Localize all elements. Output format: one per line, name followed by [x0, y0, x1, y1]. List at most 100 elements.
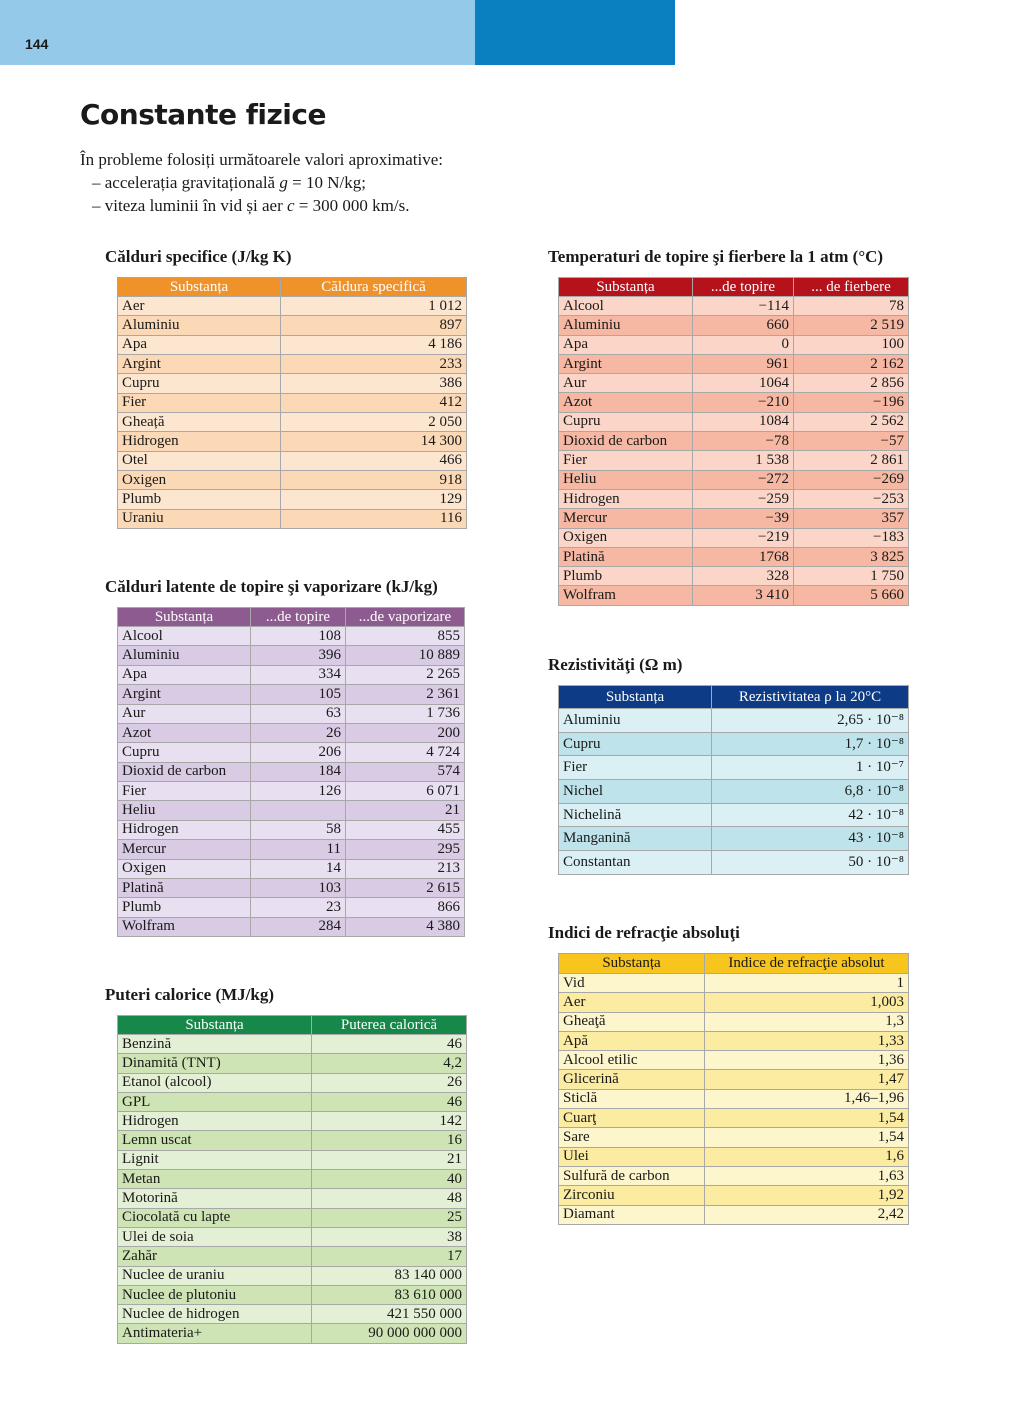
- value-cell: 1,6: [704, 1146, 909, 1167]
- value-cell: 1,54: [704, 1127, 909, 1148]
- substance-cell: Lignit: [117, 1149, 312, 1171]
- column-header: Căldura specifică: [280, 277, 467, 297]
- value-cell: 1,3: [704, 1011, 909, 1032]
- substance-cell: Vid: [558, 972, 705, 994]
- table-row: Azot −210 −196: [558, 392, 909, 413]
- substance-cell: Fier: [558, 450, 693, 471]
- substance-cell: Aluminiu: [558, 708, 712, 733]
- value-cell: 200: [345, 722, 465, 744]
- table-row: Dioxid de carbon 184 574: [117, 761, 465, 783]
- substance-cell: Sare: [558, 1127, 705, 1148]
- substance-cell: Argint: [558, 353, 693, 375]
- value-cell: 1768: [692, 546, 794, 568]
- value-cell: −114: [692, 295, 794, 317]
- value-cell: 129: [280, 489, 467, 510]
- substance-cell: Platină: [117, 877, 251, 899]
- table-row: Aluminiu 2,65 · 10⁻⁸: [558, 708, 909, 733]
- value-cell: 1: [704, 972, 909, 994]
- value-cell: 328: [692, 566, 794, 587]
- table-row: Hidrogen 142: [117, 1111, 467, 1132]
- table-header: Substanța Indice de refracţie absolut: [558, 953, 909, 974]
- value-cell: 103: [250, 877, 346, 899]
- substance-cell: Cupru: [117, 742, 251, 763]
- value-cell: −210: [692, 392, 794, 413]
- table-row: Lignit 21: [117, 1149, 467, 1171]
- substance-cell: Lemn uscat: [117, 1130, 312, 1151]
- value-cell: 10 889: [345, 645, 465, 666]
- header-row: Substanța Căldura specifică: [117, 277, 467, 297]
- header-row: Substanța ...de topire... de fierbere: [558, 277, 909, 297]
- substance-cell: Uraniu: [117, 508, 281, 529]
- value-cell: 108: [250, 625, 346, 647]
- table-row: Cupru 206 4 724: [117, 742, 465, 763]
- table-row: Dioxid de carbon −78 −57: [558, 431, 909, 452]
- value-cell: 2 050: [280, 411, 467, 433]
- table-row: Platină 103 2 615: [117, 877, 465, 899]
- substance-cell: Dioxid de carbon: [558, 431, 693, 452]
- substance-cell: GPL: [117, 1091, 312, 1113]
- substance-cell: Constantan: [558, 850, 712, 875]
- header-band-accent: [475, 0, 675, 65]
- value-cell: 2 861: [793, 450, 909, 471]
- value-cell: −259: [692, 488, 794, 510]
- value-cell: 1 538: [692, 450, 794, 471]
- substance-cell: Metan: [117, 1169, 312, 1190]
- table-header: Substanța ...de topire... de fierbere: [558, 277, 909, 297]
- substance-cell: Otel: [117, 450, 281, 471]
- table-row: Glicerină 1,47: [558, 1069, 909, 1090]
- value-cell: 574: [345, 761, 465, 783]
- intro-text: În probleme folosiți următoarele valori …: [80, 150, 444, 169]
- intro-item: – accelerația gravitațională g = 10 N/kg…: [80, 171, 443, 194]
- table-row: Aer 1 012: [117, 295, 467, 317]
- table-row: Alcool 108 855: [117, 625, 465, 647]
- table-row: Cupru 1084 2 562: [558, 411, 909, 433]
- substance-cell: Gheață: [117, 411, 281, 433]
- value-cell: −57: [793, 431, 909, 452]
- table-row: Aluminiu 396 10 889: [117, 645, 465, 666]
- substance-cell: Cupru: [558, 411, 693, 433]
- data-table: Substanța Indice de refracţie absolut Vid 1…: [558, 953, 909, 1225]
- value-cell: 866: [345, 897, 465, 918]
- table-row: Constantan 50 · 10⁻⁸: [558, 850, 909, 875]
- value-cell: 961: [692, 353, 794, 375]
- substance-cell: Manganină: [558, 826, 712, 852]
- value-cell: 1 012: [280, 295, 467, 317]
- table-row: Otel 466: [117, 450, 467, 471]
- table-row: Argint 105 2 361: [117, 684, 465, 705]
- substance-cell: Mercur: [558, 508, 693, 529]
- substance-cell: Plumb: [117, 489, 281, 510]
- table-row: Fier 412: [117, 392, 467, 413]
- substance-cell: Argint: [117, 684, 251, 705]
- value-cell: 184: [250, 761, 346, 783]
- table-row: Lemn uscat 16: [117, 1130, 467, 1151]
- value-cell: 43 · 10⁻⁸: [711, 826, 909, 852]
- value-cell: −269: [793, 469, 909, 490]
- value-cell: 2 519: [793, 315, 909, 336]
- substance-cell: Glicerină: [558, 1069, 705, 1090]
- value-cell: 14: [250, 858, 346, 879]
- value-cell: 38: [311, 1226, 467, 1248]
- value-cell: −39: [692, 508, 794, 529]
- page-title: Constante fizice: [80, 98, 326, 131]
- value-cell: −253: [793, 488, 909, 510]
- substance-cell: Oxigen: [117, 858, 251, 879]
- value-cell: 100: [793, 334, 909, 355]
- column-header: ...de vaporizare: [345, 607, 465, 627]
- value-cell: 23: [250, 897, 346, 918]
- substance-cell: Hidrogen: [117, 1111, 312, 1132]
- table-body: Vid 1 Aer 1,003 Gheaţă 1,3 Apă 1,33 Alcool etili…: [558, 972, 909, 1225]
- table-row: Azot 26 200: [117, 722, 465, 744]
- value-cell: 48: [311, 1188, 467, 1209]
- value-cell: 1 736: [345, 703, 465, 724]
- substance-cell: Plumb: [117, 897, 251, 918]
- substance-cell: Alcool etilic: [558, 1050, 705, 1071]
- column-header: Substanța: [558, 685, 712, 709]
- value-cell: 1,36: [704, 1050, 909, 1071]
- value-cell: 1064: [692, 373, 794, 394]
- value-cell: [250, 800, 346, 821]
- substance-cell: Dioxid de carbon: [117, 761, 251, 783]
- column-header: ...de topire: [250, 607, 346, 627]
- value-cell: 233: [280, 353, 467, 375]
- value-cell: 1,92: [704, 1185, 909, 1206]
